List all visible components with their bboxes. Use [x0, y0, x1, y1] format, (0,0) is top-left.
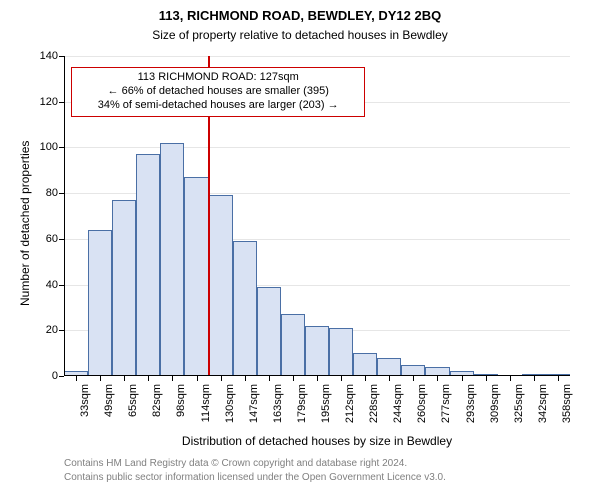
histogram-bar — [377, 358, 401, 376]
x-tick-label: 65sqm — [127, 384, 139, 434]
x-tick-mark — [437, 376, 438, 381]
x-tick-label: 195sqm — [320, 384, 332, 434]
x-tick-mark — [100, 376, 101, 381]
gridline — [64, 147, 570, 148]
x-tick-label: 244sqm — [392, 384, 404, 434]
x-tick-label: 342sqm — [537, 384, 549, 434]
histogram-bar — [184, 177, 208, 376]
x-tick-label: 82sqm — [151, 384, 163, 434]
x-tick-label: 358sqm — [561, 384, 573, 434]
histogram-bar — [257, 287, 281, 376]
x-tick-label: 98sqm — [175, 384, 187, 434]
x-tick-label: 277sqm — [440, 384, 452, 434]
x-tick-mark — [317, 376, 318, 381]
y-tick-mark — [59, 239, 64, 240]
y-tick-label: 140 — [30, 50, 58, 62]
y-tick-mark — [59, 102, 64, 103]
x-tick-mark — [462, 376, 463, 381]
histogram-bar — [136, 154, 160, 376]
x-tick-label: 130sqm — [224, 384, 236, 434]
y-tick-label: 0 — [30, 370, 58, 382]
x-tick-label: 179sqm — [296, 384, 308, 434]
y-tick-mark — [59, 330, 64, 331]
x-tick-label: 228sqm — [368, 384, 380, 434]
x-tick-mark — [124, 376, 125, 381]
x-tick-label: 147sqm — [248, 384, 260, 434]
y-tick-mark — [59, 285, 64, 286]
x-tick-mark — [172, 376, 173, 381]
y-tick-mark — [59, 56, 64, 57]
histogram-bar — [160, 143, 184, 376]
y-tick-label: 40 — [30, 279, 58, 291]
y-tick-mark — [59, 147, 64, 148]
x-tick-label: 49sqm — [103, 384, 115, 434]
x-axis-label: Distribution of detached houses by size … — [64, 434, 570, 448]
x-tick-mark — [341, 376, 342, 381]
x-tick-mark — [148, 376, 149, 381]
y-tick-label: 20 — [30, 324, 58, 336]
histogram-bar — [209, 195, 233, 376]
x-tick-mark — [269, 376, 270, 381]
x-tick-mark — [534, 376, 535, 381]
x-tick-label: 309sqm — [489, 384, 501, 434]
x-tick-mark — [486, 376, 487, 381]
annotation-box: 113 RICHMOND ROAD: 127sqm← 66% of detach… — [71, 67, 365, 116]
y-tick-mark — [59, 193, 64, 194]
x-tick-mark — [413, 376, 414, 381]
footer-line-2: Contains public sector information licen… — [64, 472, 446, 483]
footer-line-1: Contains HM Land Registry data © Crown c… — [64, 458, 407, 469]
y-tick-mark — [59, 376, 64, 377]
x-tick-mark — [558, 376, 559, 381]
y-tick-label: 80 — [30, 187, 58, 199]
plot-area: 113 RICHMOND ROAD: 127sqm← 66% of detach… — [64, 56, 570, 376]
x-tick-label: 212sqm — [344, 384, 356, 434]
x-tick-mark — [389, 376, 390, 381]
histogram-bar — [305, 326, 329, 376]
x-tick-label: 33sqm — [79, 384, 91, 434]
x-tick-label: 293sqm — [465, 384, 477, 434]
y-axis-line — [64, 56, 65, 376]
annotation-line: 113 RICHMOND ROAD: 127sqm — [76, 71, 360, 85]
histogram-bar — [88, 230, 112, 376]
histogram-bar — [329, 328, 353, 376]
annotation-line: ← 66% of detached houses are smaller (39… — [76, 85, 360, 99]
histogram-bar — [233, 241, 257, 376]
y-axis-label: Number of detached properties — [18, 141, 32, 306]
x-tick-mark — [221, 376, 222, 381]
annotation-line: 34% of semi-detached houses are larger (… — [76, 99, 360, 113]
chart-subtitle: Size of property relative to detached ho… — [0, 28, 600, 42]
x-tick-label: 325sqm — [513, 384, 525, 434]
x-tick-label: 114sqm — [200, 384, 212, 434]
x-tick-label: 163sqm — [272, 384, 284, 434]
x-tick-mark — [293, 376, 294, 381]
y-tick-label: 100 — [30, 141, 58, 153]
histogram-bar — [112, 200, 136, 376]
histogram-bar — [281, 314, 305, 376]
x-tick-mark — [197, 376, 198, 381]
x-tick-mark — [245, 376, 246, 381]
y-tick-label: 60 — [30, 233, 58, 245]
y-tick-label: 120 — [30, 96, 58, 108]
x-tick-mark — [510, 376, 511, 381]
x-tick-label: 260sqm — [416, 384, 428, 434]
chart-title: 113, RICHMOND ROAD, BEWDLEY, DY12 2BQ — [0, 8, 600, 23]
histogram-bar — [353, 353, 377, 376]
x-tick-mark — [365, 376, 366, 381]
gridline — [64, 56, 570, 57]
x-tick-mark — [76, 376, 77, 381]
